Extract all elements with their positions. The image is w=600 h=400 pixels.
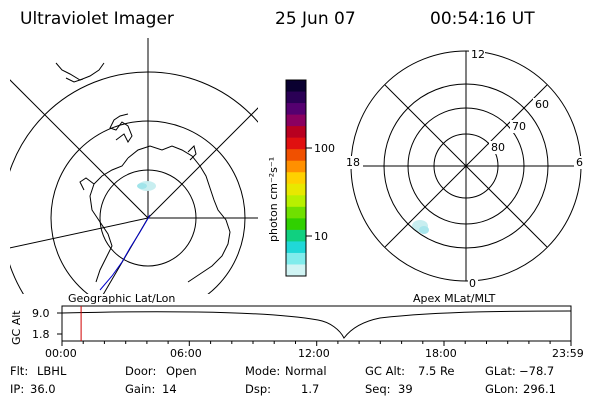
colorbar-unit-label: photon cm⁻²s⁻¹ xyxy=(267,157,280,242)
colorbar-swatch xyxy=(286,160,306,173)
mlat-label-60: 60 xyxy=(535,98,549,111)
coastline xyxy=(187,145,197,161)
coastline xyxy=(89,157,129,283)
mlt-line-diag xyxy=(384,84,548,248)
colorbar-swatch xyxy=(286,172,306,185)
status-flt-label: Flt: xyxy=(10,364,28,378)
meridian-line xyxy=(147,107,258,219)
colorbar-swatch xyxy=(286,206,306,219)
colorbar-swatch xyxy=(286,264,306,277)
mlt-label-6: 6 xyxy=(576,156,583,169)
mlat-label-80: 80 xyxy=(491,141,505,154)
colorbar-swatch xyxy=(286,114,306,127)
status-panel: Flt: LBHL Door: Open Mode: Normal GC Alt… xyxy=(10,364,556,396)
status-gcalt-label: GC Alt: xyxy=(365,364,405,378)
status-mode-value: Normal xyxy=(285,364,327,378)
meridian-line xyxy=(10,217,149,249)
status-dsp-value: 1.7 xyxy=(301,382,319,396)
status-mode-label: Mode: xyxy=(245,364,280,378)
timeline-xtick: 00:00 xyxy=(45,347,77,360)
terminator-line xyxy=(99,214,151,291)
right-map-caption: Apex MLat/MLT xyxy=(413,292,496,305)
status-glat-label: GLat: xyxy=(485,364,516,378)
instrument-title: Ultraviolet Imager xyxy=(20,9,174,29)
timeline-xtick: 12:00 xyxy=(298,347,330,360)
status-glat-value: −78.7 xyxy=(519,364,554,378)
colorbar-tick-100: 100 xyxy=(314,142,335,155)
time-label: 00:54:16 UT xyxy=(430,9,535,29)
coastline xyxy=(65,77,84,83)
status-door-label: Door: xyxy=(125,364,156,378)
colorbar-tick-10: 10 xyxy=(314,230,328,243)
status-ip-value: 36.0 xyxy=(30,382,56,396)
aurora-emission xyxy=(419,226,429,234)
mlt-label-12: 12 xyxy=(471,48,485,61)
orbit-timeline: 9.0 1.8 GC Alt 00:00 06:00 12:00 18:00 2… xyxy=(10,305,584,360)
colorbar-swatch xyxy=(286,80,306,93)
status-glon-label: GLon: xyxy=(485,382,518,396)
colorbar-swatch xyxy=(286,229,306,242)
coastline xyxy=(79,177,95,191)
coastline xyxy=(55,62,105,81)
colorbar-swatch xyxy=(286,103,306,116)
status-gain-value: 14 xyxy=(162,382,177,396)
altitude-curve xyxy=(61,310,572,339)
status-glon-value: 296.1 xyxy=(523,382,556,396)
status-flt-value: LBHL xyxy=(37,364,67,378)
coastline xyxy=(127,145,231,283)
status-door-value: Open xyxy=(166,364,197,378)
colorbar-swatch xyxy=(286,195,306,208)
magnetic-map: 12 18 6 0 60 70 80 xyxy=(345,48,586,290)
colorbar-swatch xyxy=(286,149,306,162)
mlt-label-18: 18 xyxy=(346,156,360,169)
timeline-ytick-1-8: 1.8 xyxy=(32,328,50,341)
status-seq-value: 39 xyxy=(398,382,413,396)
colorbar-swatch xyxy=(286,126,306,139)
mlt-label-0: 0 xyxy=(469,277,476,290)
timeline-ylabel: GC Alt xyxy=(10,310,23,345)
colorbar: 100 10 photon cm⁻²s⁻¹ xyxy=(267,79,335,277)
timeline-ytick-9: 9.0 xyxy=(32,307,50,320)
timeline-xtick: 18:00 xyxy=(425,347,457,360)
colorbar-swatch xyxy=(286,218,306,231)
status-seq-label: Seq: xyxy=(365,382,391,396)
colorbar-swatch xyxy=(286,252,306,265)
colorbar-swatch xyxy=(286,91,306,104)
status-gcalt-value: 7.5 Re xyxy=(418,364,455,378)
timeline-xtick: 06:00 xyxy=(170,347,202,360)
date-label: 25 Jun 07 xyxy=(275,9,356,29)
colorbar-swatch xyxy=(286,137,306,150)
mlat-label-70: 70 xyxy=(512,120,526,133)
colorbar-swatch xyxy=(286,241,306,254)
timeline-xtick: 23:59 xyxy=(552,347,584,360)
left-map-caption: Geographic Lat/Lon xyxy=(68,292,175,305)
meridian-line xyxy=(10,79,149,219)
coastline xyxy=(109,113,133,143)
aurora-emission xyxy=(137,183,147,189)
colorbar-swatch xyxy=(286,183,306,196)
status-ip-label: IP: xyxy=(10,382,24,396)
geographic-map xyxy=(10,38,258,294)
status-gain-label: Gain: xyxy=(125,382,155,396)
status-dsp-label: Dsp: xyxy=(245,382,271,396)
